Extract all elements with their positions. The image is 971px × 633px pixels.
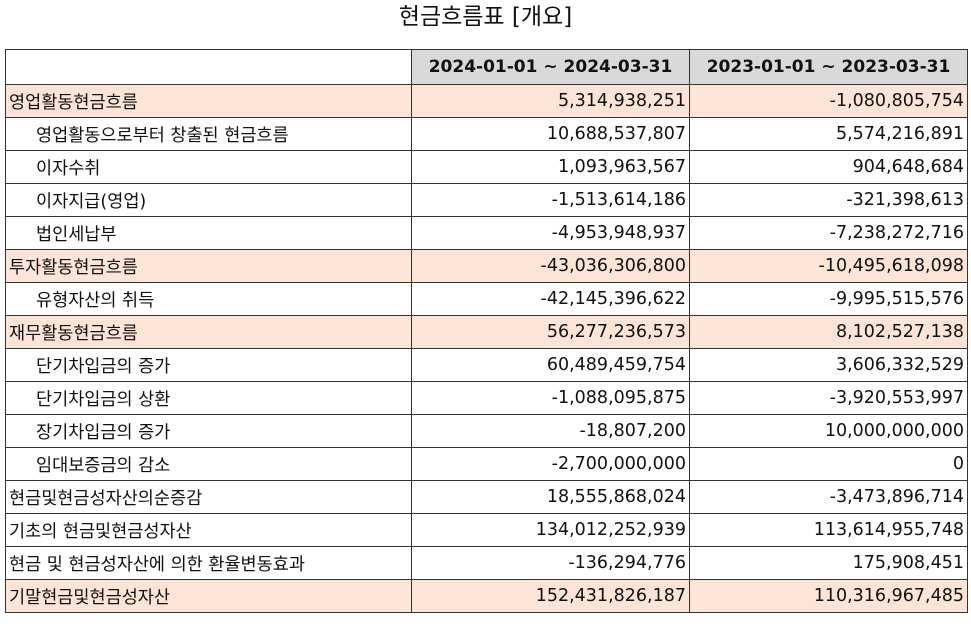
- table-row: 장기차입금의 증가 -18,807,200 10,000,000,000: [5, 414, 968, 448]
- table-header-row: 2024-01-01 ~ 2024-03-31 2023-01-01 ~ 202…: [5, 49, 968, 85]
- table-row: 현금 및 현금성자산에 의한 환율변동효과 -136,294,776 175,908…: [5, 546, 968, 580]
- row-label: 기말현금및현금성자산: [5, 579, 412, 613]
- header-period-2023: 2023-01-01 ~ 2023-03-31: [689, 49, 968, 85]
- value-2023: -1,080,805,754: [689, 84, 968, 118]
- value-2023: 10,000,000,000: [689, 414, 968, 448]
- value-2023: 175,908,451: [689, 546, 968, 580]
- value-2024: 10,688,537,807: [411, 117, 690, 151]
- header-period-2024: 2024-01-01 ~ 2024-03-31: [411, 49, 690, 85]
- table-row: 재무활동현금흐름 56,277,236,573 8,102,527,138: [5, 315, 968, 349]
- value-2023: 8,102,527,138: [689, 315, 968, 349]
- value-2023: -10,495,618,098: [689, 249, 968, 283]
- page-title: 현금흐름표 [개요]: [398, 4, 573, 30]
- row-label: 단기차입금의 상환: [5, 381, 412, 415]
- value-2024: -18,807,200: [411, 414, 690, 448]
- row-label: 유형자산의 취득: [5, 282, 412, 316]
- value-2024: -2,700,000,000: [411, 447, 690, 481]
- row-label: 이자지급(영업): [5, 183, 412, 217]
- value-2024: -43,036,306,800: [411, 249, 690, 283]
- row-label: 장기차입금의 증가: [5, 414, 412, 448]
- value-2023: 5,574,216,891: [689, 117, 968, 151]
- value-2024: -1,088,095,875: [411, 381, 690, 415]
- value-2024: -42,145,396,622: [411, 282, 690, 316]
- value-2024: 18,555,868,024: [411, 480, 690, 514]
- table-row: 임대보증금의 감소 -2,700,000,000 0: [5, 447, 968, 481]
- value-2023: 113,614,955,748: [689, 513, 968, 547]
- table-row: 이자지급(영업) -1,513,614,186 -321,398,613: [5, 183, 968, 217]
- value-2024: 152,431,826,187: [411, 579, 690, 613]
- table-row: 유형자산의 취득 -42,145,396,622 -9,995,515,576: [5, 282, 968, 316]
- row-label: 기초의 현금및현금성자산: [5, 513, 412, 547]
- row-label: 이자수취: [5, 150, 412, 184]
- table-row: 영업활동현금흐름 5,314,938,251 -1,080,805,754: [5, 84, 968, 118]
- row-label: 현금 및 현금성자산에 의한 환율변동효과: [5, 546, 412, 580]
- value-2023: -321,398,613: [689, 183, 968, 217]
- row-label: 영업활동현금흐름: [5, 84, 412, 118]
- value-2023: -3,920,553,997: [689, 381, 968, 415]
- table-row: 법인세납부 -4,953,948,937 -7,238,272,716: [5, 216, 968, 250]
- row-label: 임대보증금의 감소: [5, 447, 412, 481]
- value-2023: 904,648,684: [689, 150, 968, 184]
- value-2024: -1,513,614,186: [411, 183, 690, 217]
- row-label: 투자활동현금흐름: [5, 249, 412, 283]
- row-label: 재무활동현금흐름: [5, 315, 412, 349]
- table-row: 단기차입금의 증가 60,489,459,754 3,606,332,529: [5, 348, 968, 382]
- value-2024: 1,093,963,567: [411, 150, 690, 184]
- row-label: 현금및현금성자산의순증감: [5, 480, 412, 514]
- row-label: 영업활동으로부터 창출된 현금흐름: [5, 117, 412, 151]
- cash-flow-table: 2024-01-01 ~ 2024-03-31 2023-01-01 ~ 202…: [5, 49, 968, 613]
- value-2024: -4,953,948,937: [411, 216, 690, 250]
- row-label: 법인세납부: [5, 216, 412, 250]
- value-2023: -9,995,515,576: [689, 282, 968, 316]
- table-row: 단기차입금의 상환 -1,088,095,875 -3,920,553,997: [5, 381, 968, 415]
- table-row: 이자수취 1,093,963,567 904,648,684: [5, 150, 968, 184]
- value-2023: 110,316,967,485: [689, 579, 968, 613]
- value-2024: 56,277,236,573: [411, 315, 690, 349]
- value-2024: 134,012,252,939: [411, 513, 690, 547]
- value-2024: -136,294,776: [411, 546, 690, 580]
- value-2023: -3,473,896,714: [689, 480, 968, 514]
- value-2023: 0: [689, 447, 968, 481]
- value-2024: 5,314,938,251: [411, 84, 690, 118]
- header-label-cell: [5, 49, 412, 85]
- value-2023: -7,238,272,716: [689, 216, 968, 250]
- row-label: 단기차입금의 증가: [5, 348, 412, 382]
- table-row: 기말현금및현금성자산 152,431,826,187 110,316,967,485: [5, 579, 968, 613]
- table-row: 투자활동현금흐름 -43,036,306,800 -10,495,618,098: [5, 249, 968, 283]
- table-row: 영업활동으로부터 창출된 현금흐름 10,688,537,807 5,574,216…: [5, 117, 968, 151]
- table-row: 현금및현금성자산의순증감 18,555,868,024 -3,473,896,714: [5, 480, 968, 514]
- value-2024: 60,489,459,754: [411, 348, 690, 382]
- table-row: 기초의 현금및현금성자산 134,012,252,939 113,614,955,7…: [5, 513, 968, 547]
- value-2023: 3,606,332,529: [689, 348, 968, 382]
